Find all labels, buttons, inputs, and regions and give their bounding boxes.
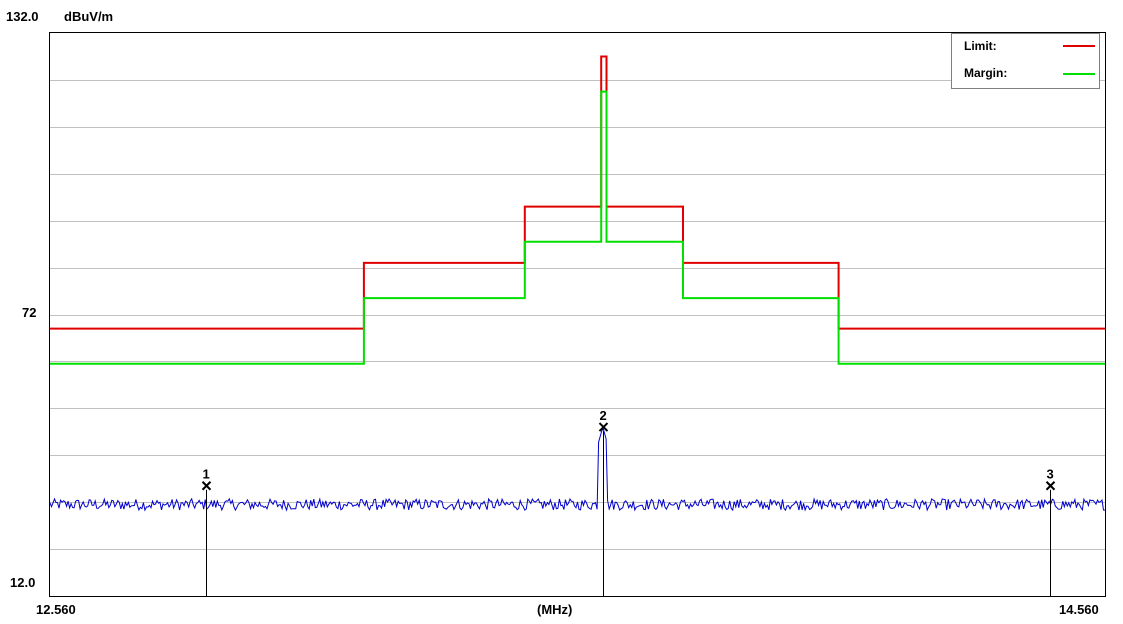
y-max-label: 132.0 bbox=[6, 9, 39, 24]
x-min-label: 12.560 bbox=[36, 602, 76, 617]
marker-2-label: 2 bbox=[600, 408, 607, 423]
measurement-trace bbox=[49, 426, 1106, 512]
gridlines bbox=[50, 80, 1105, 550]
marker-3-x bbox=[1045, 481, 1056, 491]
legend-limit-label: Limit: bbox=[964, 39, 997, 53]
marker-2-x bbox=[598, 422, 609, 432]
margin-line bbox=[50, 90, 1105, 365]
legend-box bbox=[951, 33, 1100, 89]
legend: Limit: Margin: bbox=[951, 33, 1100, 89]
marker-3-label: 3 bbox=[1047, 467, 1054, 482]
markers-group: 1 2 3 bbox=[201, 408, 1056, 596]
y-unit-label: dBuV/m bbox=[64, 9, 113, 24]
marker-1-label: 1 bbox=[203, 467, 210, 482]
x-max-label: 14.560 bbox=[1059, 602, 1099, 617]
y-min-label: 12.0 bbox=[10, 575, 35, 590]
x-unit-label: (MHz) bbox=[537, 602, 572, 617]
limit-line bbox=[50, 55, 1105, 330]
legend-margin-label: Margin: bbox=[964, 66, 1007, 80]
marker-1-x bbox=[201, 481, 212, 491]
y-mid-label: 72 bbox=[22, 305, 36, 320]
series-group bbox=[49, 55, 1106, 512]
plot-frame bbox=[49, 32, 1106, 597]
